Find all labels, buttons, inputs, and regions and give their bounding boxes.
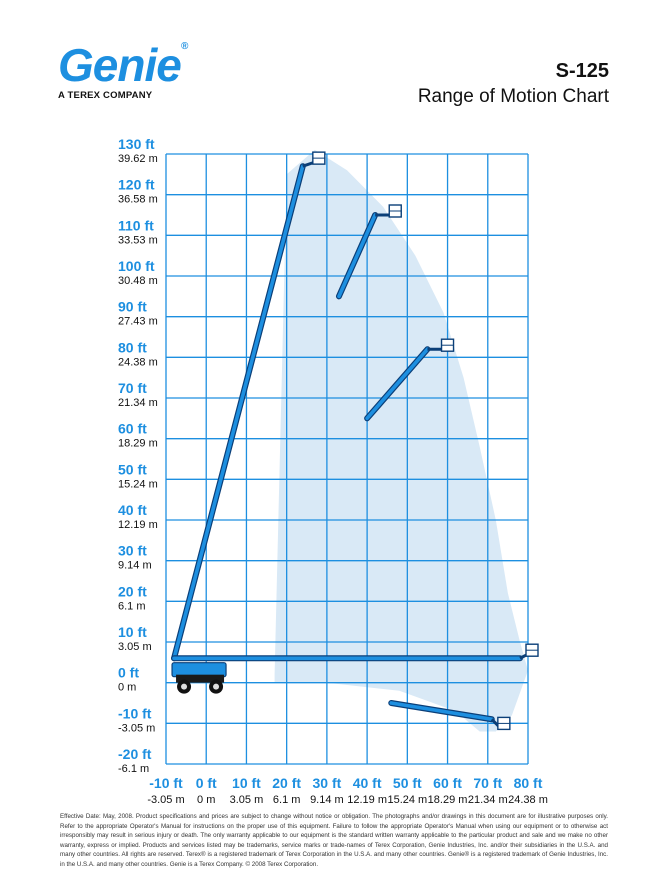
y-tick-label-ft: 110 ft: [118, 217, 154, 233]
work-envelope: [274, 149, 528, 732]
legal-footer: Effective Date: May, 2008. Product speci…: [60, 813, 608, 868]
y-tick-label-m: 12.19 m: [118, 519, 158, 531]
y-tick-label-m: 18.29 m: [118, 438, 158, 450]
x-tick-label-m: 6.1 m: [273, 794, 301, 806]
y-tick-label-ft: -20 ft: [118, 746, 152, 762]
wheel-hub: [213, 683, 220, 690]
y-tick-label-m: 15.24 m: [118, 478, 158, 490]
y-tick-label-ft: 50 ft: [118, 461, 147, 477]
x-tick-label-m: 0 m: [197, 794, 215, 806]
registered-mark: ®: [180, 41, 188, 52]
x-tick-label-ft: 40 ft: [353, 775, 382, 791]
y-tick-label-m: 6.1 m: [118, 600, 146, 612]
boom-upper-mid: [337, 213, 377, 299]
page-header: Genie® A TEREX COMPANY S-125 Range of Mo…: [0, 0, 667, 110]
x-tick-label-ft: 50 ft: [393, 775, 422, 791]
y-tick-label-ft: 90 ft: [118, 299, 147, 315]
y-tick-label-ft: 130 ft: [118, 136, 155, 152]
y-tick-label-ft: 80 ft: [118, 339, 147, 355]
y-tick-label-m: 9.14 m: [118, 560, 152, 572]
y-tick-label-m: -3.05 m: [118, 722, 155, 734]
y-tick-label-ft: 70 ft: [118, 380, 147, 396]
x-tick-label-ft: 0 ft: [196, 775, 217, 791]
y-tick-label-m: 39.62 m: [118, 153, 158, 165]
x-tick-label-m: 24.38 m: [508, 794, 548, 806]
boom-mid: [365, 347, 430, 421]
y-tick-label-ft: 40 ft: [118, 502, 147, 518]
x-tick-label-ft: 70 ft: [473, 775, 502, 791]
x-tick-label-ft: 30 ft: [312, 775, 341, 791]
y-tick-label-m: 21.34 m: [118, 397, 158, 409]
x-tick-label-ft: 20 ft: [272, 775, 301, 791]
y-tick-label-m: 33.53 m: [118, 234, 158, 246]
y-tick-label-ft: 30 ft: [118, 543, 147, 559]
y-tick-label-ft: 100 ft: [118, 258, 155, 274]
x-tick-label-m: 21.34 m: [468, 794, 508, 806]
y-tick-label-ft: 10 ft: [118, 624, 147, 640]
model-name: S-125: [555, 60, 609, 82]
wheel-hub: [181, 683, 188, 690]
y-tick-label-ft: 120 ft: [118, 177, 155, 193]
turntable: [171, 662, 227, 678]
y-tick-label-ft: 0 ft: [118, 665, 139, 681]
boom-below-grade: [389, 701, 494, 722]
x-tick-label-m: -3.05 m: [147, 794, 184, 806]
x-tick-label-ft: -10 ft: [149, 775, 183, 791]
x-tick-label-m: 12.19 m: [347, 794, 387, 806]
x-tick-label-m: 3.05 m: [230, 794, 264, 806]
x-tick-label-m: 15.24 m: [387, 794, 427, 806]
x-tick-label-ft: 10 ft: [232, 775, 261, 791]
y-tick-label-m: 24.38 m: [118, 356, 158, 368]
y-tick-label-m: -6.1 m: [118, 763, 149, 775]
logo-wordmark: Genie: [58, 39, 182, 91]
boom-full-vertical: [172, 164, 305, 661]
y-tick-label-m: 36.58 m: [118, 194, 158, 206]
y-tick-label-m: 27.43 m: [118, 316, 158, 328]
x-tick-label-m: 18.29 m: [428, 794, 468, 806]
y-tick-label-m: 3.05 m: [118, 641, 152, 653]
genie-logo: Genie® A TEREX COMPANY: [58, 39, 188, 102]
y-tick-label-ft: 20 ft: [118, 583, 147, 599]
y-tick-label-m: 0 m: [118, 682, 136, 694]
logo-subtitle: A TEREX COMPANY: [58, 90, 153, 101]
x-tick-label-ft: 60 ft: [433, 775, 462, 791]
chart-title: Range of Motion Chart: [417, 86, 609, 107]
x-tick-label-ft: 80 ft: [514, 775, 543, 791]
y-tick-label-m: 30.48 m: [118, 275, 158, 287]
x-tick-label-m: 9.14 m: [310, 794, 344, 806]
y-tick-label-ft: -10 ft: [118, 705, 152, 721]
y-tick-label-ft: 60 ft: [118, 421, 147, 437]
chassis: [176, 674, 225, 683]
